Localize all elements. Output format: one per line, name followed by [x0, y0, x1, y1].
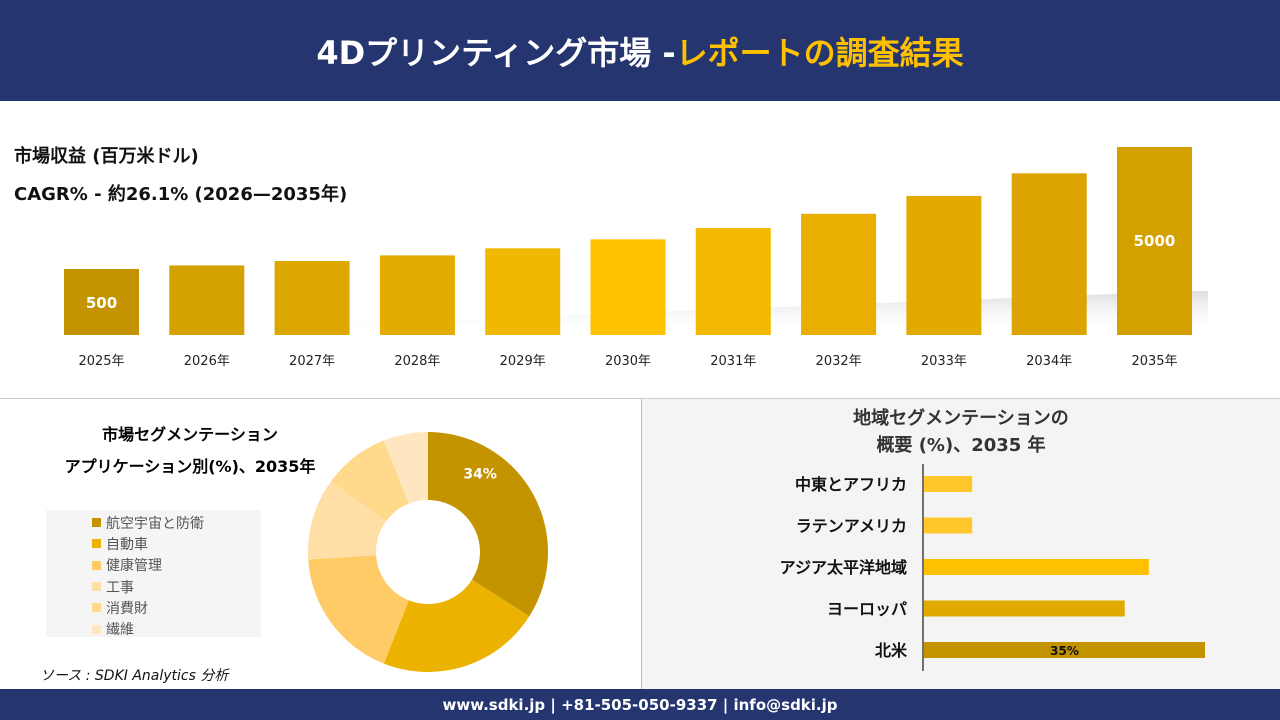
donut-slice — [383, 432, 428, 504]
legend-label: 繊維 — [106, 622, 134, 639]
region-label: 北米 — [875, 641, 908, 660]
region-bar — [924, 517, 973, 534]
cagr-label: CAGR% - 約26.1% (2026—2035年) — [14, 184, 348, 205]
legend-item: 自動車 — [92, 533, 261, 554]
legend-swatch — [92, 560, 101, 570]
source-note: ソース : SDKI Analytics 分析 — [40, 668, 229, 684]
year-tick-label: 2028年 — [394, 354, 440, 369]
legend-item: 航空宇宙と防衛 — [92, 512, 261, 533]
revenue-bar — [169, 265, 245, 335]
revenue-bar — [1011, 173, 1087, 335]
bar-data-label: 5000 — [1134, 232, 1176, 250]
year-tick-label: 2026年 — [184, 354, 230, 369]
donut-slice — [308, 555, 409, 664]
legend-item: 繊維 — [92, 618, 261, 639]
donut-slice — [383, 579, 530, 672]
revenue-bar — [906, 195, 982, 335]
year-tick-label: 2033年 — [921, 354, 967, 369]
year-tick-label: 2034年 — [1026, 354, 1072, 369]
revenue-bar — [1117, 147, 1192, 335]
year-tick-label: 2029年 — [500, 354, 546, 369]
region-label: ヨーロッパ — [827, 600, 907, 619]
application-segment-panel: 市場セグメンテーション アプリケーション別(%)、2035年 航空宇宙と防衛 自動… — [0, 399, 640, 689]
revenue-bar — [379, 255, 455, 335]
legend-label: 消費財 — [106, 600, 148, 617]
region-bar — [924, 600, 1125, 617]
region-bar — [924, 559, 1149, 575]
year-tick-label: 2030年 — [605, 354, 651, 369]
revenue-bar — [64, 269, 139, 335]
region-segment-panel: 中東とアフリカ ラテンアメリカアジア太平洋地域ヨーロッパ北米 35% 地域セグメンテ… — [641, 399, 1280, 689]
legend-swatch — [92, 624, 101, 634]
revenue-chart-title: 市場収益 (百万米ドル) — [14, 146, 199, 167]
donut-slice — [428, 432, 548, 617]
legend-item: 健康管理 — [92, 555, 261, 576]
application-donut-chart: 34% — [308, 432, 548, 672]
revenue-bar — [590, 239, 666, 335]
legend-item: 消費財 — [92, 597, 261, 618]
region-bar — [924, 642, 1205, 658]
revenue-bar — [695, 228, 771, 335]
year-tick-label: 2035年 — [1131, 354, 1177, 369]
region-label: アジア太平洋地域 — [780, 558, 907, 577]
legend-label: 健康管理 — [106, 558, 162, 575]
year-tick-label: 2025年 — [78, 354, 124, 369]
bar-data-label: 500 — [86, 294, 117, 312]
pie-legend: 航空宇宙と防衛 自動車健康管理工事消費財繊維 — [46, 510, 261, 639]
slice-data-label: 34% — [463, 467, 497, 483]
region-bar — [924, 476, 973, 492]
year-tick-label: 2031年 — [710, 354, 756, 369]
segment-subtitle: アプリケーション別(%)、2035年 — [64, 457, 316, 476]
legend-label: 自動車 — [106, 536, 148, 553]
report-header: 4Dプリンティング市場 - レポートの調査結果 — [0, 0, 1280, 101]
legend-swatch — [92, 518, 101, 528]
region-label: ラテンアメリカ — [796, 517, 907, 536]
footer-contact: www.sdki.jp | +81-505-050-9337 | info@sd… — [0, 689, 1280, 720]
legend-swatch — [92, 603, 101, 613]
donut-slice — [330, 440, 409, 522]
revenue-bar — [485, 248, 561, 335]
year-tick-label: 2032年 — [816, 354, 862, 369]
revenue-bar — [801, 213, 877, 335]
header-title-accent: レポートの調査結果 — [675, 33, 964, 72]
region-subtitle: 概要 (%)、2035 年 — [876, 435, 1046, 456]
segment-title: 市場セグメンテーション — [102, 425, 278, 444]
legend-swatch — [92, 582, 101, 592]
donut-slice — [308, 481, 386, 560]
region-label: 中東とアフリカ — [795, 475, 907, 494]
year-tick-label: 2027年 — [289, 354, 335, 369]
header-title: 4Dプリンティング市場 - — [316, 33, 676, 72]
legend-item: 工事 — [92, 576, 261, 597]
revenue-bar-chart: 2025年 500 2026年 2027年 2028年 2029年 2030年 2031年 20… — [64, 147, 1208, 369]
legend-label: 工事 — [106, 579, 134, 596]
divider — [0, 398, 1280, 399]
revenue-bar — [274, 261, 350, 335]
region-title: 地域セグメンテーションの — [853, 408, 1069, 429]
region-data-label: 35% — [1050, 644, 1079, 658]
legend-swatch — [92, 539, 101, 549]
legend-label: 航空宇宙と防衛 — [106, 515, 204, 532]
